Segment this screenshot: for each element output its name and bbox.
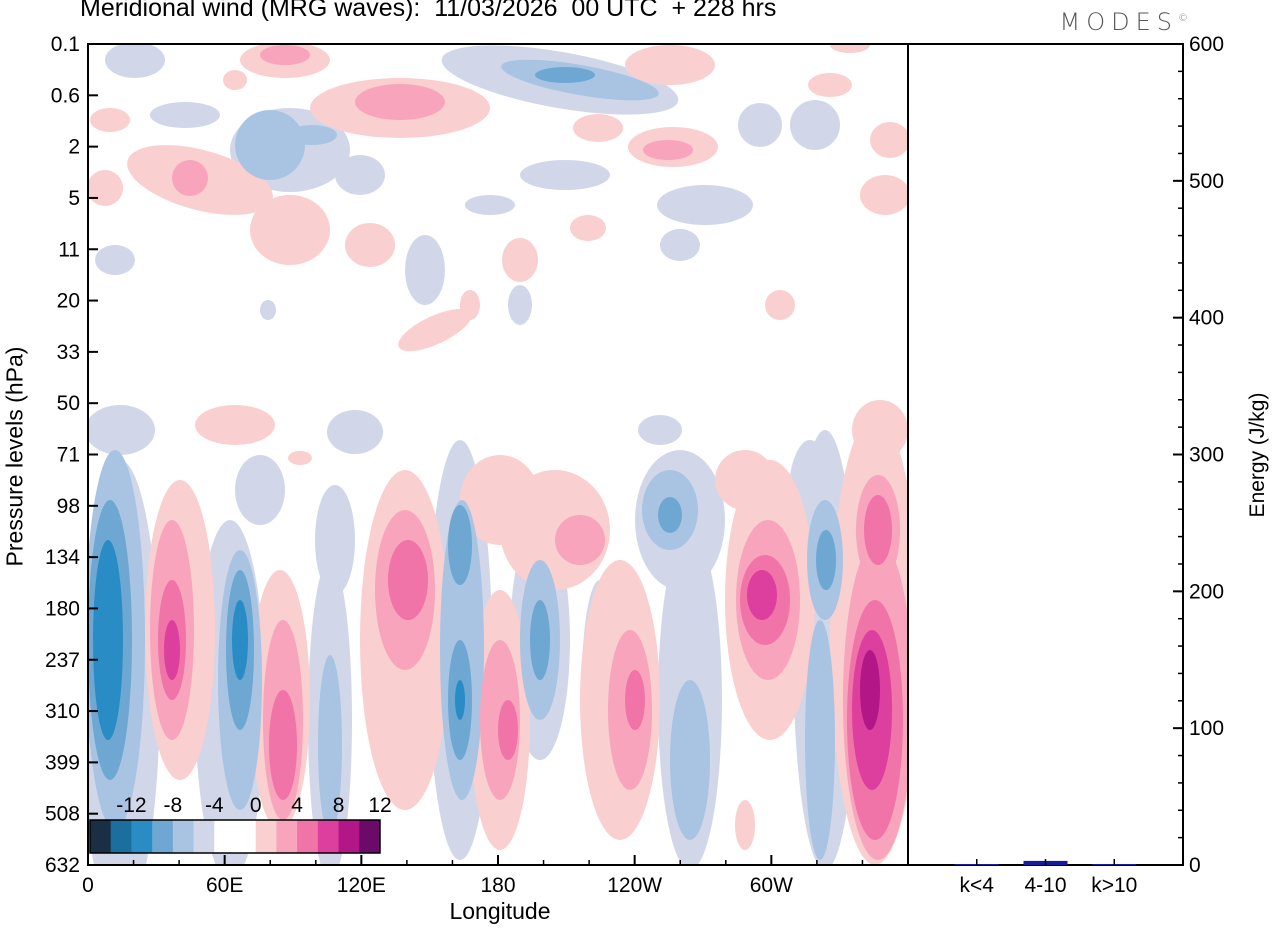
colorbar-label: 4 <box>291 794 303 817</box>
colorbar-swatch <box>338 820 360 853</box>
logo-text: MODES <box>1059 8 1178 36</box>
colorbar-swatch <box>110 820 132 853</box>
energy-bars: k<4 4-10 k>10 <box>954 859 1137 897</box>
modes-logo: MODES© <box>1060 8 1188 36</box>
bar-category-label: k<4 <box>960 874 995 897</box>
colorbar-swatch <box>131 820 153 853</box>
y-tick-label: 98 <box>57 495 80 518</box>
energy-tick-label: 500 <box>1189 170 1224 193</box>
x-tick-label: 60E <box>206 874 243 897</box>
chart-title: Meridional wind (MRG waves): 11/03/2026 … <box>80 0 777 22</box>
colorbar-swatch <box>297 820 319 853</box>
y-tick-label: 20 <box>57 290 80 313</box>
colorbar: -12 -8 -4 0 4 8 12 <box>89 794 392 854</box>
longitude-axis: 0 60E 120E 180 120W 60W <box>82 855 864 897</box>
colorbar-label: -12 <box>116 794 146 817</box>
x-tick-label: 120W <box>607 874 662 897</box>
colorbar-frame <box>89 819 381 854</box>
y-tick-label: 33 <box>57 341 80 364</box>
colorbar-swatch <box>359 820 381 853</box>
colorbar-label: 8 <box>333 794 345 817</box>
x-axis-label: Longitude <box>449 898 551 924</box>
y-tick-label: 71 <box>57 444 80 467</box>
colorbar-label: -4 <box>205 794 224 817</box>
energy-axis-label: Energy (J/kg) <box>1246 392 1269 518</box>
colorbar-swatch <box>193 820 215 853</box>
colorbar-swatch <box>90 820 112 853</box>
y-tick-label: 399 <box>45 751 80 774</box>
energy-plot-frame <box>907 43 1184 866</box>
bar-category-label: k>10 <box>1091 874 1137 897</box>
y-tick-label: 310 <box>45 700 80 723</box>
x-tick-label: 60W <box>750 874 793 897</box>
pressure-axis: 0.1 0.6 2 5 11 20 33 50 71 98 134 180 237 310 399 508 63… <box>45 33 98 877</box>
y-tick-label: 50 <box>57 392 80 415</box>
colorbar-swatch <box>276 820 298 853</box>
y-tick-label: 632 <box>45 854 80 877</box>
colorbar-swatch <box>152 820 174 853</box>
energy-tick-label: 100 <box>1189 717 1224 740</box>
wind-contour-field <box>88 44 908 865</box>
energy-tick-label: 400 <box>1189 307 1224 330</box>
colorbar-swatch <box>255 820 277 853</box>
y-tick-label: 180 <box>45 597 80 620</box>
x-tick-label: 0 <box>82 874 94 897</box>
y-tick-label: 134 <box>45 546 80 569</box>
x-tick-label: 180 <box>480 874 515 897</box>
y-tick-label: 2 <box>68 136 80 159</box>
logo-mark: © <box>1178 13 1188 24</box>
colorbar-label: -8 <box>164 794 183 817</box>
energy-tick-label: 300 <box>1189 444 1224 467</box>
colorbar-swatch <box>214 820 236 853</box>
y-tick-label: 11 <box>58 238 80 261</box>
energy-axis: 0 100 200 300 400 500 600 <box>1173 33 1224 877</box>
energy-tick-label: 200 <box>1189 580 1224 603</box>
colorbar-label: 0 <box>250 794 262 817</box>
y-tick-label: 0.6 <box>51 84 80 107</box>
energy-tick-label: 600 <box>1189 33 1224 56</box>
colorbar-swatch <box>317 820 340 853</box>
bar-category-label: 4-10 <box>1024 874 1066 897</box>
y-tick-label: 0.1 <box>51 33 80 56</box>
y-tick-label: 508 <box>45 803 80 826</box>
colorbar-label: 12 <box>368 794 391 817</box>
colorbar-swatch <box>172 820 195 853</box>
x-tick-label: 120E <box>337 874 386 897</box>
y-tick-label: 5 <box>68 187 80 210</box>
y-tick-label: 237 <box>45 649 80 672</box>
y-axis-label: Pressure levels (hPa) <box>1 346 28 567</box>
energy-tick-label: 0 <box>1189 854 1201 877</box>
colorbar-swatch <box>235 820 257 853</box>
